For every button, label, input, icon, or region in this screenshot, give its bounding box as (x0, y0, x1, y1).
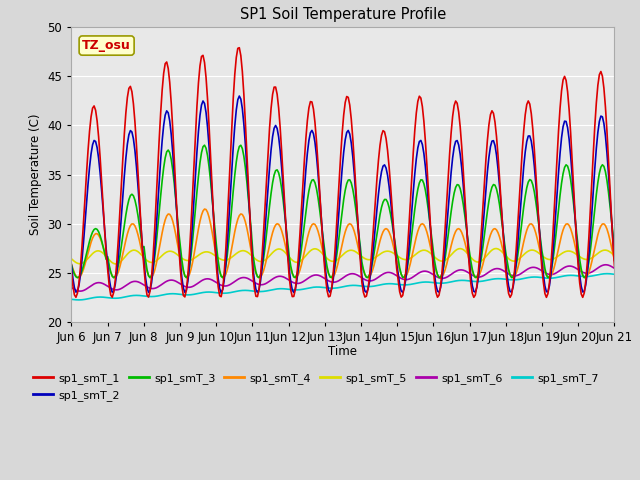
sp1_smT_6 (77, 288, 84, 294)
X-axis label: Time: Time (328, 345, 358, 358)
sp1_smT_2 (134, 183, 142, 189)
sp1_smT_1 (134, 168, 142, 174)
sp1_smT_7 (603, 271, 611, 276)
sp1_smT_5 (258, 259, 266, 264)
sp1_smT_5 (136, 250, 143, 256)
Line: sp1_smT_2: sp1_smT_2 (72, 96, 614, 292)
sp1_smT_3 (260, 256, 268, 262)
Line: sp1_smT_4: sp1_smT_4 (72, 209, 614, 278)
sp1_smT_5 (68, 256, 76, 262)
sp1_smT_7 (136, 293, 143, 299)
sp1_smT_6 (258, 282, 266, 288)
sp1_smT_6 (582, 270, 589, 276)
sp1_smT_6 (249, 278, 257, 284)
sp1_smT_7 (75, 297, 83, 303)
sp1_smT_7 (231, 289, 239, 295)
Line: sp1_smT_3: sp1_smT_3 (72, 145, 614, 278)
sp1_smT_5 (307, 248, 314, 253)
Text: TZ_osu: TZ_osu (83, 39, 131, 52)
sp1_smT_4 (584, 273, 591, 279)
sp1_smT_4 (364, 275, 372, 281)
sp1_smT_2 (249, 264, 257, 270)
sp1_smT_3 (201, 142, 209, 148)
sp1_smT_5 (249, 254, 257, 260)
sp1_smT_1 (584, 260, 591, 265)
sp1_smT_1 (611, 264, 618, 270)
sp1_smT_1 (307, 99, 314, 105)
sp1_smT_5 (584, 257, 591, 263)
sp1_smT_1 (229, 95, 237, 101)
sp1_smT_1 (236, 45, 243, 50)
sp1_smT_3 (110, 275, 118, 281)
sp1_smT_4 (611, 258, 618, 264)
sp1_smT_3 (68, 262, 76, 268)
sp1_smT_4 (307, 225, 314, 230)
sp1_smT_4 (249, 260, 257, 265)
sp1_smT_2 (611, 257, 618, 263)
sp1_smT_7 (258, 288, 266, 294)
sp1_smT_2 (68, 262, 76, 268)
Line: sp1_smT_6: sp1_smT_6 (72, 265, 614, 291)
sp1_smT_5 (231, 252, 239, 258)
sp1_smT_1 (258, 254, 266, 260)
sp1_smT_3 (232, 159, 240, 165)
sp1_smT_6 (68, 285, 76, 290)
sp1_smT_2 (253, 289, 261, 295)
sp1_smT_6 (307, 274, 314, 280)
sp1_smT_2 (584, 270, 591, 276)
sp1_smT_2 (308, 128, 316, 133)
sp1_smT_6 (611, 265, 618, 271)
sp1_smT_3 (308, 177, 316, 183)
sp1_smT_4 (68, 261, 76, 266)
sp1_smT_3 (584, 268, 591, 274)
sp1_smT_5 (611, 253, 618, 259)
sp1_smT_2 (260, 248, 268, 254)
sp1_smT_5 (493, 246, 500, 252)
Line: sp1_smT_7: sp1_smT_7 (72, 274, 614, 300)
sp1_smT_6 (136, 279, 143, 285)
Y-axis label: Soil Temperature (C): Soil Temperature (C) (29, 114, 42, 235)
Title: SP1 Soil Temperature Profile: SP1 Soil Temperature Profile (240, 7, 446, 22)
sp1_smT_5 (111, 261, 119, 267)
sp1_smT_1 (249, 272, 257, 277)
sp1_smT_6 (602, 262, 609, 268)
sp1_smT_4 (201, 206, 209, 212)
sp1_smT_7 (582, 274, 589, 279)
sp1_smT_3 (136, 223, 143, 228)
sp1_smT_7 (307, 285, 314, 290)
sp1_smT_4 (134, 232, 142, 238)
Legend: sp1_smT_1, sp1_smT_2, sp1_smT_3, sp1_smT_4, sp1_smT_5, sp1_smT_6, sp1_smT_7: sp1_smT_1, sp1_smT_2, sp1_smT_3, sp1_smT… (28, 369, 604, 405)
sp1_smT_7 (68, 297, 76, 302)
sp1_smT_1 (68, 268, 76, 274)
sp1_smT_3 (611, 246, 618, 252)
sp1_smT_3 (251, 262, 259, 267)
sp1_smT_2 (229, 144, 237, 149)
sp1_smT_7 (611, 271, 618, 277)
sp1_smT_2 (236, 93, 243, 99)
sp1_smT_7 (249, 288, 257, 294)
Line: sp1_smT_1: sp1_smT_1 (72, 48, 614, 297)
sp1_smT_6 (231, 278, 239, 284)
sp1_smT_4 (231, 229, 239, 235)
sp1_smT_4 (258, 272, 266, 277)
sp1_smT_1 (543, 294, 550, 300)
Line: sp1_smT_5: sp1_smT_5 (72, 249, 614, 264)
